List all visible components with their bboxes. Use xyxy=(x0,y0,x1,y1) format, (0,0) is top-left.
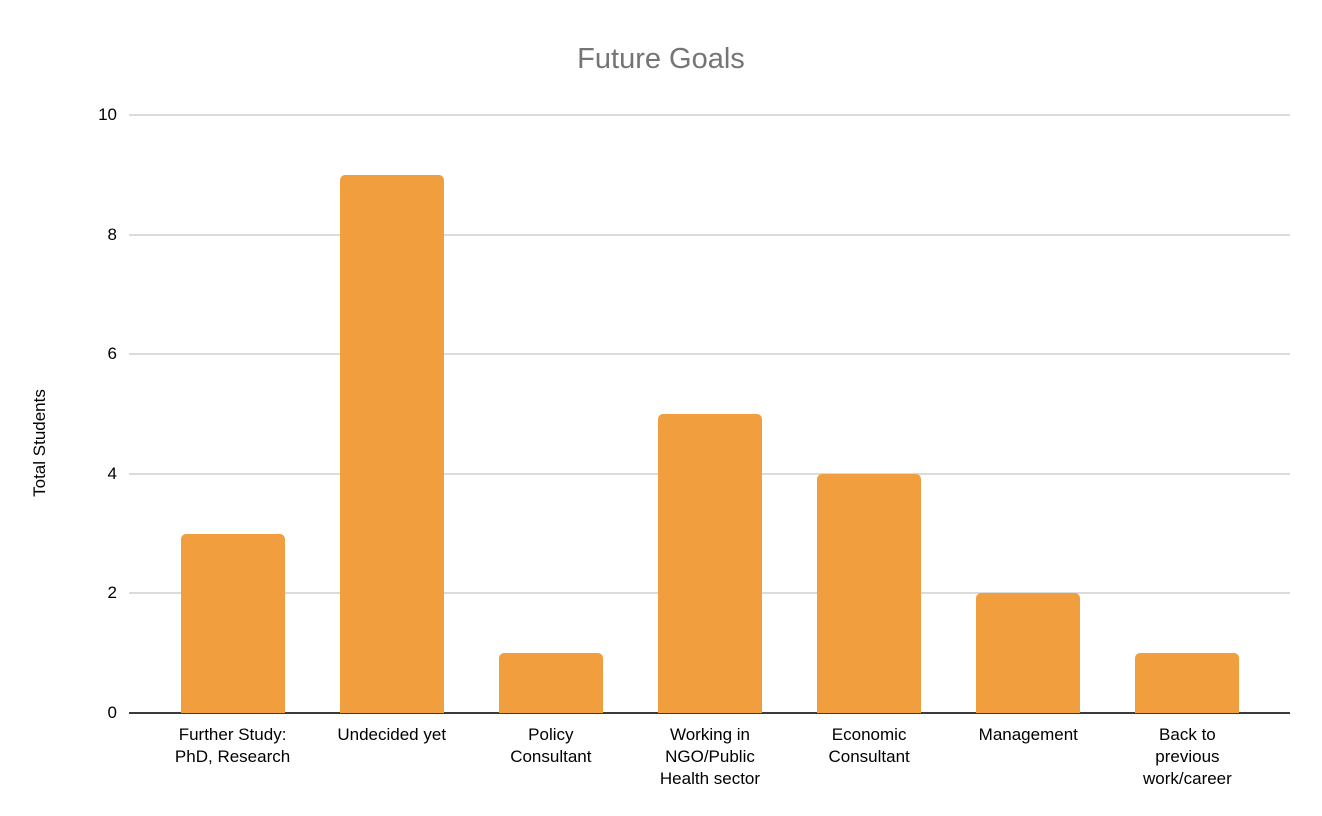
bar-band xyxy=(1108,115,1267,713)
bar-band xyxy=(153,115,312,713)
bar-4[interactable] xyxy=(657,414,762,713)
x-label-cell: Working in NGO/Public Health sector xyxy=(630,724,789,790)
x-label-cell: Back to previous work/career xyxy=(1108,724,1267,790)
y-tick-label: 6 xyxy=(107,344,117,364)
bar-band xyxy=(312,115,471,713)
x-label-cell: Further Study: PhD, Research xyxy=(153,724,312,790)
x-axis-label: Back to previous work/career xyxy=(1143,725,1232,788)
x-label-cell: Undecided yet xyxy=(312,724,471,790)
bar-7[interactable] xyxy=(1135,653,1240,713)
bar-band xyxy=(790,115,949,713)
y-tick-label: 0 xyxy=(107,703,117,722)
bar-3[interactable] xyxy=(498,653,603,713)
x-label-cell: Policy Consultant xyxy=(471,724,630,790)
x-axis-labels: Further Study: PhD, Research Undecided ye… xyxy=(153,724,1267,790)
chart-title: Future Goals xyxy=(577,43,745,75)
bar-6[interactable] xyxy=(976,593,1081,713)
gridline xyxy=(129,114,1290,116)
x-axis-label: Economic Consultant xyxy=(828,725,910,766)
y-tick-label: 2 xyxy=(107,583,117,603)
x-label-cell: Economic Consultant xyxy=(790,724,949,790)
x-label-cell: Management xyxy=(949,724,1108,790)
y-tick-label: 4 xyxy=(107,463,117,483)
x-axis-label: Undecided yet xyxy=(337,725,447,744)
gridline xyxy=(129,233,1290,236)
bar-band xyxy=(471,115,630,713)
x-axis-label: Management xyxy=(978,725,1078,744)
bars-row xyxy=(153,115,1267,713)
gridline xyxy=(129,353,1290,356)
x-axis-label: Policy Consultant xyxy=(510,725,592,766)
y-tick-label: 8 xyxy=(107,224,117,244)
x-axis-label: Working in NGO/Public Health sector xyxy=(659,725,761,788)
plot-area xyxy=(129,114,1290,714)
bar-1[interactable] xyxy=(180,533,285,713)
x-axis-label: Further Study: PhD, Research xyxy=(174,725,291,766)
y-tick-label: 10 xyxy=(98,105,117,124)
bar-2[interactable] xyxy=(339,174,444,713)
bar-5[interactable] xyxy=(817,473,922,713)
bar-band xyxy=(949,115,1108,713)
bar-band xyxy=(630,115,789,713)
x-axis-line xyxy=(129,712,1290,714)
